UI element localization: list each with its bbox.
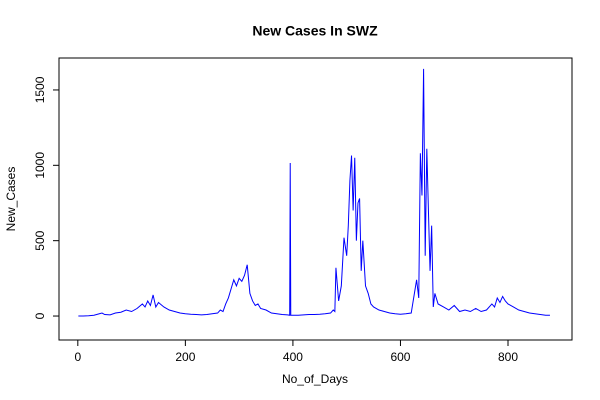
chart-title: New Cases In SWZ (252, 23, 378, 39)
data-line (78, 68, 550, 317)
y-tick-label: 500 (33, 230, 47, 250)
y-tick-label: 1500 (33, 76, 47, 103)
x-axis-label: No_of_Days (282, 372, 348, 386)
y-tick-label: 0 (33, 312, 47, 319)
x-tick-label: 0 (74, 350, 81, 364)
x-tick-label: 200 (175, 350, 195, 364)
x-tick-label: 800 (498, 350, 518, 364)
x-tick-label: 600 (390, 350, 410, 364)
plot-box (58, 57, 573, 341)
y-axis-label: New_Cases (4, 167, 18, 232)
x-tick-label: 400 (283, 350, 303, 364)
y-tick-label: 1000 (33, 152, 47, 179)
